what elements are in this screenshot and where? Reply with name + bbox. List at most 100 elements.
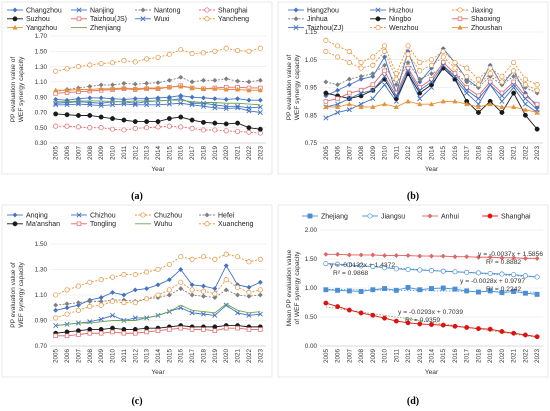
data-point-huzhou [358, 101, 364, 107]
data-point-anhui [381, 252, 388, 259]
data-point-taizhou-zj [534, 107, 540, 113]
data-point-jiangsu [370, 263, 376, 270]
data-point-suzhou [235, 120, 241, 126]
data-point-jiaxing [335, 43, 341, 49]
data-point-anhui [475, 254, 482, 260]
data-point-zhejiang [346, 288, 352, 294]
data-point-zhejiang [464, 288, 470, 294]
data-point-jiaxing [464, 65, 470, 71]
panel-c: 0.70 0.90 1.10 1.30 1.50 2005 2006 2007 2008 2009… [1, 204, 273, 378]
x-tick-label: 2011 [393, 146, 400, 160]
x-tick-label: 2008 [87, 146, 94, 161]
data-point-yangzhou [155, 85, 161, 90]
data-point-jinhua [381, 62, 388, 68]
x-axis-label: Year [425, 369, 439, 376]
x-tick-label: 2019 [212, 349, 219, 364]
y-tick-label: 0.90 [35, 318, 48, 325]
x-tick-label: 2017 [189, 349, 196, 364]
data-point-hefei [246, 293, 252, 299]
data-point-zhejiang [405, 284, 411, 290]
data-point-shanghai [87, 125, 93, 131]
x-tick-label: 2006 [64, 349, 71, 364]
data-point-changzhou [155, 95, 161, 101]
panel-d-label: (d) [407, 396, 419, 407]
series-yangzhou [53, 83, 263, 93]
data-point-zhoushan [346, 101, 352, 107]
panel-a-legend: Changzhou Nanjing Nantong Shanghai Suzhou Tai… [7, 7, 249, 32]
data-point-suzhou [121, 117, 127, 123]
legend-swatch-marker [293, 16, 299, 22]
y-tick-label: 1.10 [35, 79, 48, 86]
data-point-ma-anshan [132, 326, 138, 332]
legend-label: Nanjing [90, 7, 114, 14]
data-point-shanghai [155, 124, 161, 130]
data-point-wuxi [110, 102, 116, 108]
data-point-zhejiang [393, 287, 399, 293]
legend-swatch-marker [293, 7, 299, 13]
data-point-jinhua [417, 76, 423, 82]
data-point-zhoushan [464, 101, 470, 107]
data-point-jinhua [335, 82, 341, 88]
data-point-wenzhou [511, 68, 517, 74]
x-tick-label: 2013 [417, 146, 424, 161]
data-point-nanjing [64, 99, 70, 106]
legend-item-wenzhou: Wenzhou [370, 25, 419, 32]
x-tick-label: 2006 [335, 349, 342, 364]
data-point-wenzhou [452, 65, 458, 71]
x-tick-label: 2005 [323, 146, 330, 161]
x-tick-label: 2005 [53, 349, 60, 364]
data-point-jiaxing [417, 59, 423, 66]
data-point-zhoushan [475, 104, 482, 109]
data-point-suzhou [144, 119, 150, 125]
x-tick-label: 2019 [487, 349, 494, 364]
data-point-zhejiang [358, 289, 364, 294]
data-point-wuxi [53, 102, 59, 108]
data-point-suzhou [155, 119, 161, 125]
data-point-shanghai [144, 125, 150, 131]
data-point-yangzhou [223, 86, 229, 92]
data-point-hefei [64, 301, 70, 307]
data-point-anqing [178, 266, 184, 273]
data-point-chuzhou [235, 254, 241, 260]
data-point-hangzhou [381, 54, 388, 60]
x-tick-label: 2017 [464, 349, 471, 364]
legend-label: Taizhou(ZJ) [307, 25, 344, 32]
data-point-anhui [499, 255, 505, 261]
data-point-xuancheng [223, 277, 229, 283]
data-point-yancheng [75, 64, 81, 70]
data-point-shanghai [464, 324, 470, 330]
data-point-yancheng [64, 66, 70, 72]
legend-item-shaoxing: Shaoxing [452, 16, 500, 23]
data-point-anqing [109, 289, 116, 296]
data-point-changzhou [189, 94, 195, 100]
legend-label: Ningbo [389, 16, 411, 23]
x-tick-label: 2014 [155, 349, 162, 364]
data-point-chizhou [246, 312, 252, 318]
data-point-zhejiang [511, 289, 517, 294]
data-point-suzhou [246, 125, 252, 131]
data-point-wenzhou [382, 48, 388, 54]
data-point-zhoushan [499, 104, 505, 109]
legend-item-taizhou-zj: Taizhou(ZJ) [288, 25, 344, 32]
data-point-shanghai [534, 334, 540, 340]
data-point-shaoxing [323, 99, 329, 104]
legend-label: Taizhou(JS) [90, 16, 127, 23]
data-point-wuxi [200, 103, 206, 109]
data-point-zhejiang [534, 291, 540, 297]
data-point-nantong [223, 76, 229, 82]
data-point-zhejiang [370, 287, 376, 293]
x-tick-label: 2010 [382, 146, 389, 161]
series-jiangsu [323, 261, 540, 280]
data-point-shanghai [511, 330, 517, 336]
x-tick-label: 2012 [405, 349, 412, 364]
y-tick-label: 0.90 [35, 94, 48, 101]
data-point-jiangsu [382, 265, 388, 271]
legend-item-shanghai: Shanghai [199, 7, 248, 14]
series-line-zhenjiang [55, 99, 261, 106]
data-point-zhoushan [511, 104, 517, 109]
legend-item-xuancheng: Xuancheng [199, 221, 254, 228]
legend-item-suzhou: Suzhou [7, 16, 50, 23]
data-point-tongling [212, 328, 218, 333]
data-point-xuancheng [257, 287, 263, 293]
x-tick-label: 2018 [200, 146, 207, 161]
